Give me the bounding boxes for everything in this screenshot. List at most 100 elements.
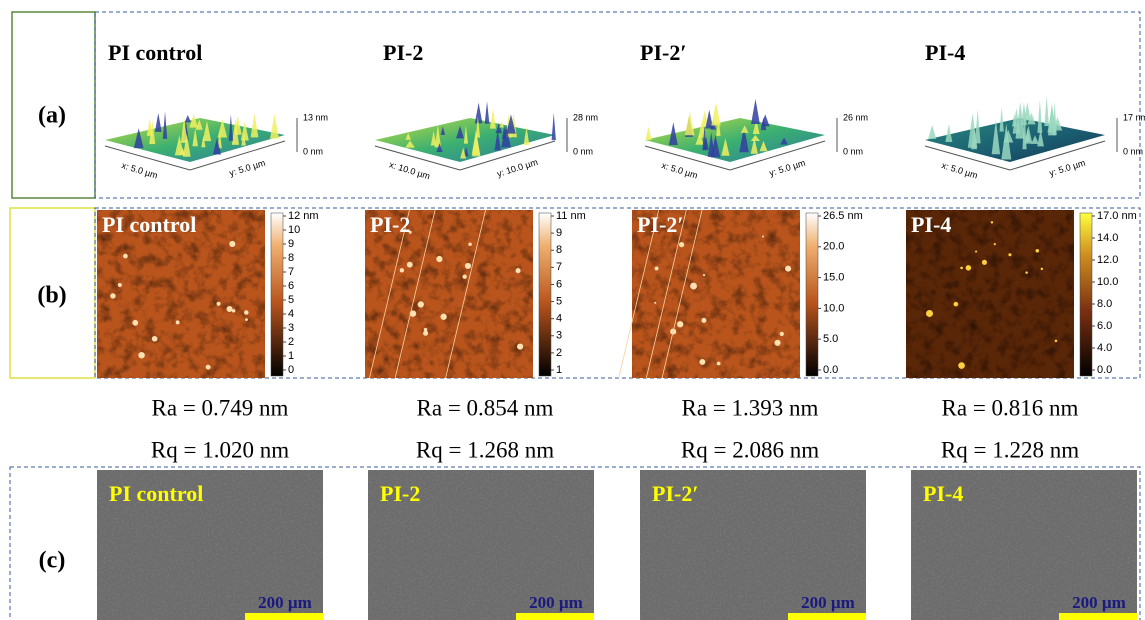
surface-spike (475, 103, 483, 124)
rq-value: Rq = 1.228 nm (941, 437, 1079, 462)
afm-particle (176, 320, 180, 324)
colorbar-tick-label: 7 (288, 266, 294, 278)
z-min-label: 0 nm (1123, 146, 1143, 156)
z-min-label: 0 nm (303, 146, 323, 156)
afm-particle (468, 242, 471, 245)
z-max-label: 28 nm (573, 112, 598, 122)
afm-particle (118, 283, 122, 287)
afm-particle (110, 293, 115, 298)
y-axis-label: y: 5.0 µm (228, 158, 267, 178)
afm-particle (785, 266, 791, 272)
colorbar (271, 213, 283, 376)
colorbar-tick-label: 0.0 (1097, 364, 1112, 376)
afm-particle (418, 301, 424, 307)
colorbar-tick-label: 9 (556, 227, 562, 239)
afm-particle (227, 306, 233, 312)
x-axis-label: x: 5.0 µm (120, 160, 159, 180)
afm-particle (206, 365, 211, 370)
colorbar (539, 213, 551, 376)
afm-particle (1055, 340, 1058, 343)
afm-particle (123, 254, 128, 259)
colorbar-tick-label: 9 (288, 238, 294, 250)
afm-particle (1041, 268, 1043, 270)
afm-title: PI-2′ (637, 212, 684, 237)
afm-title: PI-2 (370, 212, 410, 237)
colorbar-tick-label: 26.5 nm (823, 210, 863, 222)
z-min-label: 0 nm (573, 146, 593, 156)
surface-spike (928, 125, 936, 139)
page: AFM and SEM of PI films {"panels": { "a"… (0, 0, 1145, 620)
scale-bar-label: 200 µm (801, 593, 855, 612)
afm-particle (703, 274, 705, 276)
sample-title: PI control (108, 40, 202, 65)
surface-spike (751, 99, 760, 124)
afm-particle (244, 310, 249, 315)
afm-particle (436, 256, 442, 262)
afm-particle (138, 352, 145, 359)
afm-particle (677, 321, 683, 327)
afm-particle (152, 336, 158, 342)
colorbar-tick-label: 11 nm (556, 210, 586, 222)
scale-bar (516, 613, 594, 620)
colorbar-tick-label: 4 (556, 313, 562, 325)
surface-spike (155, 113, 162, 132)
x-axis-label: x: 5.0 µm (940, 160, 979, 180)
afm-particle (423, 331, 428, 336)
scale-bar (245, 613, 323, 620)
colorbar-tick-label: 1 (288, 350, 294, 362)
colorbar-tick-label: 4.0 (1097, 342, 1112, 354)
panel-label: (b) (37, 283, 66, 309)
afm-particle (132, 320, 138, 326)
colorbar-tick-label: 2 (556, 347, 562, 359)
sem-title: PI control (109, 481, 203, 506)
afm-particle (245, 318, 248, 321)
afm-particle (516, 268, 521, 273)
afm-particle (407, 262, 413, 268)
afm-particle (1036, 249, 1040, 253)
rq-value: Rq = 1.020 nm (151, 437, 289, 462)
afm-particle (679, 242, 684, 247)
x-axis-label: x: 5.0 µm (660, 160, 699, 180)
rq-value: Rq = 1.268 nm (416, 437, 554, 462)
colorbar-tick-label: 6 (556, 278, 562, 290)
surface-spike (1037, 100, 1042, 133)
colorbar-tick-label: 20.0 (823, 241, 844, 253)
colorbar-tick-label: 3 (556, 330, 562, 342)
surface-spike (711, 103, 720, 126)
panel-label: (a) (38, 103, 66, 129)
z-max-label: 26 nm (843, 112, 868, 122)
y-axis-label: y: 10.0 µm (496, 157, 539, 179)
afm-particle (701, 318, 706, 323)
sem-title: PI-2′ (652, 481, 699, 506)
surface-spike (485, 101, 490, 123)
surface-spike (490, 108, 496, 128)
colorbar-tick-label: 4 (288, 308, 294, 320)
colorbar-tick-label: 12.0 (1097, 254, 1118, 266)
afm-particle (780, 332, 784, 336)
afm-particle (991, 221, 993, 223)
afm-particle (954, 302, 959, 307)
surface-spike (999, 107, 1003, 131)
colorbar-tick-label: 0.0 (823, 364, 838, 376)
afm-particle (400, 268, 404, 272)
afm-particle (465, 263, 471, 269)
z-max-label: 13 nm (303, 112, 328, 122)
surface-spike (1044, 96, 1049, 126)
ra-value: Ra = 1.393 nm (682, 395, 819, 420)
colorbar-tick-label: 15.0 (823, 272, 844, 284)
afm-particle (975, 251, 977, 253)
afm-particle (217, 302, 221, 306)
afm-particle (699, 359, 705, 365)
surface-spike (645, 127, 651, 141)
surface-spike (185, 115, 191, 122)
ra-value: Ra = 0.749 nm (152, 395, 289, 420)
afm-particle (690, 283, 697, 290)
surface-spike (270, 114, 279, 139)
sem-title: PI-2 (380, 481, 420, 506)
colorbar-tick-label: 6 (288, 280, 294, 292)
sem-title: PI-4 (923, 481, 963, 506)
colorbar (1080, 213, 1092, 376)
colorbar-tick-label: 1 (556, 364, 562, 376)
colorbar-tick-label: 12 nm (288, 210, 319, 222)
colorbar-tick-label: 8.0 (1097, 298, 1112, 310)
